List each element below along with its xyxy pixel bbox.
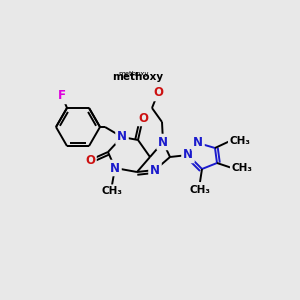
Text: CH₃: CH₃ [232, 163, 253, 173]
Text: N: N [183, 148, 193, 161]
Text: methoxy: methoxy [119, 71, 149, 77]
Text: N: N [150, 164, 160, 176]
Text: N: N [193, 136, 203, 149]
Text: N: N [110, 161, 120, 175]
Text: N: N [158, 136, 168, 148]
Text: CH₃: CH₃ [190, 185, 211, 195]
Text: O: O [153, 86, 163, 100]
Text: O: O [138, 112, 148, 124]
Text: O: O [85, 154, 95, 166]
Text: CH₃: CH₃ [101, 186, 122, 196]
Text: methoxy: methoxy [112, 72, 164, 82]
Text: CH₃: CH₃ [230, 136, 250, 146]
Text: F: F [58, 89, 66, 102]
Text: N: N [117, 130, 127, 143]
